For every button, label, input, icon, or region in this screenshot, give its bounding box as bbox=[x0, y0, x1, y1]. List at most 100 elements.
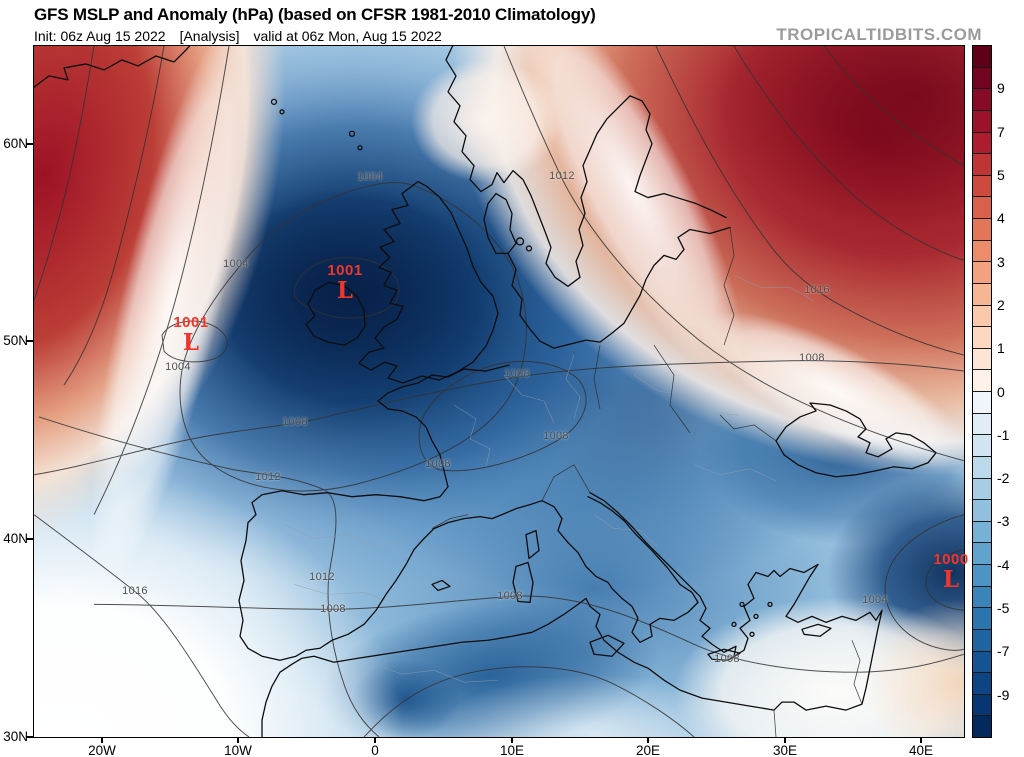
isobar-contours bbox=[34, 46, 964, 737]
colorbar-segment bbox=[973, 434, 991, 456]
colorbar-segment bbox=[973, 174, 991, 197]
latitude-label: 60N bbox=[3, 136, 28, 151]
colorbar-segment bbox=[973, 304, 991, 327]
crete-coast bbox=[707, 648, 741, 661]
valid-time: valid at 06z Mon, Aug 15 2022 bbox=[253, 28, 442, 44]
longitude-label: 10E bbox=[499, 743, 525, 757]
island-dot bbox=[357, 145, 363, 151]
colorbar-segment bbox=[973, 391, 991, 413]
country-borders bbox=[431, 227, 863, 737]
longitude-label: 10W bbox=[224, 743, 252, 757]
colorbar-segment bbox=[973, 412, 991, 435]
black-sea-coast bbox=[775, 402, 937, 478]
iceland-coast bbox=[34, 46, 191, 88]
sardinia-coast bbox=[512, 561, 534, 604]
page-title: GFS MSLP and Anomaly (hPa) (based on CFS… bbox=[34, 5, 596, 24]
anomaly-map-graphic bbox=[34, 46, 964, 737]
latitude-tick bbox=[26, 143, 33, 145]
colorbar-tick-label: -5 bbox=[997, 600, 1010, 617]
colorbar-tick-label: 1 bbox=[997, 340, 1005, 357]
island-dot bbox=[270, 98, 278, 105]
longitude-label: 30E bbox=[772, 743, 798, 757]
admin-borders bbox=[283, 275, 815, 683]
colorbar-segment bbox=[973, 261, 991, 283]
map-canvas[interactable] bbox=[33, 45, 965, 738]
colorbar-segment bbox=[973, 499, 991, 521]
colorbar-segment bbox=[973, 628, 991, 651]
watermark: TROPICALTIDBITS.COM bbox=[776, 25, 982, 44]
colorbar-segment bbox=[973, 542, 991, 564]
longitude-label: 40E bbox=[908, 743, 934, 757]
latitude-tick bbox=[26, 538, 33, 540]
colorbar-segment bbox=[973, 347, 991, 370]
longitude-label: 20E bbox=[635, 743, 661, 757]
colorbar-tick-label: -7 bbox=[997, 643, 1010, 660]
colorbar-tick-label: 0 bbox=[997, 383, 1005, 400]
island-dot bbox=[515, 237, 525, 246]
colorbar-segment bbox=[973, 196, 991, 218]
colorbar-segment bbox=[973, 693, 991, 716]
colorbar-tick-label: -2 bbox=[997, 470, 1010, 487]
island-dot bbox=[279, 109, 285, 115]
colorbar-segment bbox=[973, 520, 991, 543]
colorbar-segment bbox=[973, 46, 991, 67]
colorbar-tick-label: -9 bbox=[997, 686, 1010, 703]
latitude-label: 40N bbox=[3, 531, 28, 546]
great-britain-coast bbox=[358, 180, 499, 384]
colorbar-tick-label: -4 bbox=[997, 556, 1010, 573]
colorbar-segment bbox=[973, 131, 991, 154]
balearics-coast bbox=[431, 579, 451, 592]
denmark-coast bbox=[483, 192, 517, 255]
colorbar-segment bbox=[973, 369, 991, 391]
colorbar-segment bbox=[973, 326, 991, 348]
colorbar-tick-label: 9 bbox=[997, 80, 1005, 97]
colorbar-segment bbox=[973, 650, 991, 673]
colorbar-segment bbox=[973, 715, 991, 737]
island-dot bbox=[753, 613, 759, 619]
anomaly-shading bbox=[34, 46, 964, 737]
coastlines bbox=[34, 46, 937, 737]
island-dot bbox=[525, 245, 533, 252]
colorbar-segment bbox=[973, 282, 991, 305]
island-dot bbox=[731, 621, 737, 627]
colorbar-segment bbox=[973, 455, 991, 478]
colorbar-tick-label: 2 bbox=[997, 296, 1005, 313]
colorbar-segment bbox=[973, 564, 991, 586]
latitude-tick bbox=[26, 736, 33, 738]
latitude-label: 50N bbox=[3, 333, 28, 348]
island-dot bbox=[348, 130, 356, 137]
colorbar-segment bbox=[973, 607, 991, 629]
scandinavia-coast bbox=[445, 46, 727, 287]
colorbar-tick-label: 3 bbox=[997, 253, 1005, 270]
baltic-south-coast bbox=[507, 226, 731, 349]
colorbar-tick-label: -1 bbox=[997, 426, 1010, 443]
colorbar-tick-label: -3 bbox=[997, 513, 1010, 530]
colorbar-segment bbox=[973, 109, 991, 132]
longitude-label: 20W bbox=[88, 743, 116, 757]
init-time: Init: 06z Aug 15 2022 bbox=[34, 28, 166, 44]
colorbar-segment bbox=[973, 153, 991, 175]
balkans-greece-coast bbox=[589, 492, 819, 657]
island-dot bbox=[749, 631, 755, 637]
colorbar-segment bbox=[973, 66, 991, 89]
sicily-coast bbox=[589, 634, 625, 657]
colorbar-tick-label: 4 bbox=[997, 210, 1005, 227]
ireland-coast bbox=[305, 281, 366, 346]
colorbar-segment bbox=[973, 585, 991, 608]
latitude-label: 30N bbox=[3, 729, 28, 744]
analysis-tag: [Analysis] bbox=[179, 28, 240, 44]
run-info: Init: 06z Aug 15 2022 [Analysis] valid at … bbox=[34, 28, 456, 44]
colorbar-tick-label: 5 bbox=[997, 166, 1005, 183]
island-dot bbox=[739, 601, 745, 608]
longitude-label: 0 bbox=[371, 743, 379, 757]
colorbar-segment bbox=[973, 672, 991, 694]
latitude-tick bbox=[26, 340, 33, 342]
colorbar-tick-label: 7 bbox=[997, 123, 1005, 140]
anatolia-levant-africa-coast bbox=[261, 563, 883, 737]
colorbar-segment bbox=[973, 88, 991, 110]
colorbar-segment bbox=[973, 218, 991, 240]
colorbar-segment bbox=[973, 477, 991, 500]
corsica-coast bbox=[525, 529, 540, 560]
colorbar-segment bbox=[973, 239, 991, 262]
